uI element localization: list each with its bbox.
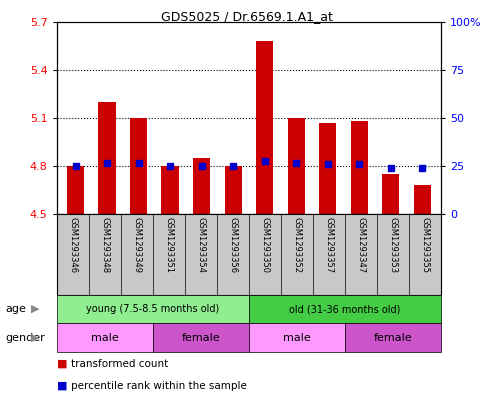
Bar <box>130 118 147 214</box>
Text: GSM1293355: GSM1293355 <box>421 217 430 274</box>
Bar <box>256 41 274 214</box>
Bar <box>414 185 431 214</box>
Bar <box>319 123 336 214</box>
Text: ■: ■ <box>57 359 67 369</box>
Text: GSM1293356: GSM1293356 <box>228 217 238 274</box>
Bar <box>193 158 211 214</box>
Text: female: female <box>181 333 220 343</box>
Text: GSM1293350: GSM1293350 <box>260 217 270 274</box>
Text: GSM1293346: GSM1293346 <box>68 217 77 274</box>
Text: GSM1293354: GSM1293354 <box>196 217 206 274</box>
Text: GSM1293357: GSM1293357 <box>324 217 334 274</box>
Bar <box>382 174 399 214</box>
Text: female: female <box>374 333 413 343</box>
Text: GSM1293352: GSM1293352 <box>292 217 302 274</box>
Text: GSM1293349: GSM1293349 <box>132 217 141 274</box>
Text: ■: ■ <box>57 380 67 391</box>
Bar <box>224 166 242 214</box>
Text: male: male <box>91 333 119 343</box>
Text: ▶: ▶ <box>31 333 40 343</box>
Bar <box>287 118 305 214</box>
Text: age: age <box>5 304 26 314</box>
Text: GSM1293353: GSM1293353 <box>388 217 398 274</box>
Text: GDS5025 / Dr.6569.1.A1_at: GDS5025 / Dr.6569.1.A1_at <box>161 10 332 23</box>
Text: transformed count: transformed count <box>71 359 169 369</box>
Bar <box>99 102 116 214</box>
Text: gender: gender <box>5 333 45 343</box>
Text: male: male <box>283 333 311 343</box>
Text: GSM1293351: GSM1293351 <box>164 217 174 274</box>
Text: GSM1293348: GSM1293348 <box>100 217 109 274</box>
Text: percentile rank within the sample: percentile rank within the sample <box>71 380 247 391</box>
Text: old (31-36 months old): old (31-36 months old) <box>289 304 401 314</box>
Text: GSM1293347: GSM1293347 <box>356 217 366 274</box>
Bar <box>351 121 368 214</box>
Text: young (7.5-8.5 months old): young (7.5-8.5 months old) <box>86 304 219 314</box>
Bar <box>162 166 179 214</box>
Bar <box>67 166 84 214</box>
Text: ▶: ▶ <box>31 304 40 314</box>
